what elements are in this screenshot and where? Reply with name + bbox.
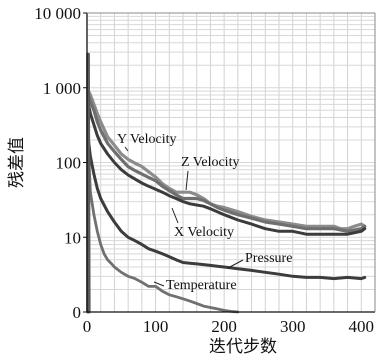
y-tick-label: 1 000 bbox=[43, 79, 81, 98]
x-tick-label: 100 bbox=[143, 317, 169, 336]
plot-frame bbox=[86, 12, 376, 313]
x-tick-label: 0 bbox=[83, 317, 92, 336]
series-label-pressure: Pressure bbox=[245, 251, 292, 266]
series-label-x-velocity: X Velocity bbox=[174, 225, 234, 240]
series-line-z-velocity bbox=[86, 93, 367, 233]
series-label-leader bbox=[227, 259, 244, 269]
series-lines bbox=[86, 52, 367, 314]
x-tick-label: 400 bbox=[349, 317, 375, 336]
x-tick-label: 300 bbox=[280, 317, 306, 336]
series-label-y-velocity: Y Velocity bbox=[117, 132, 177, 147]
series-line-y-velocity bbox=[86, 89, 367, 231]
series-line-temperature bbox=[87, 147, 240, 314]
y-axis-title: 残差值 bbox=[7, 137, 27, 188]
y-tick-label: 0 bbox=[73, 303, 82, 322]
series-label-z-velocity: Z Velocity bbox=[181, 155, 239, 170]
series-line-pressure bbox=[86, 138, 367, 281]
series-label-leader bbox=[185, 170, 189, 191]
series-label-leader bbox=[153, 281, 165, 287]
series-line-unlabeled bbox=[86, 52, 91, 314]
series-label-leader bbox=[124, 146, 129, 152]
series-labels: Y Velocity Z Velocity X Velocity Pressure Te… bbox=[117, 132, 292, 293]
series-label-temperature: Temperature bbox=[166, 278, 237, 293]
y-tick-label: 10 bbox=[64, 228, 81, 247]
tick-labels: 0 10 100 1 000 10 000 0 100 200 300 400 bbox=[34, 4, 374, 336]
series-line-x-velocity bbox=[86, 102, 367, 236]
series-label-leader bbox=[171, 207, 179, 224]
y-tick-label: 10 000 bbox=[34, 4, 81, 23]
x-tick-label: 200 bbox=[211, 317, 237, 336]
grid bbox=[87, 12, 375, 312]
y-tick-label: 100 bbox=[56, 154, 82, 173]
x-axis-title: 迭代步数 bbox=[209, 337, 277, 357]
